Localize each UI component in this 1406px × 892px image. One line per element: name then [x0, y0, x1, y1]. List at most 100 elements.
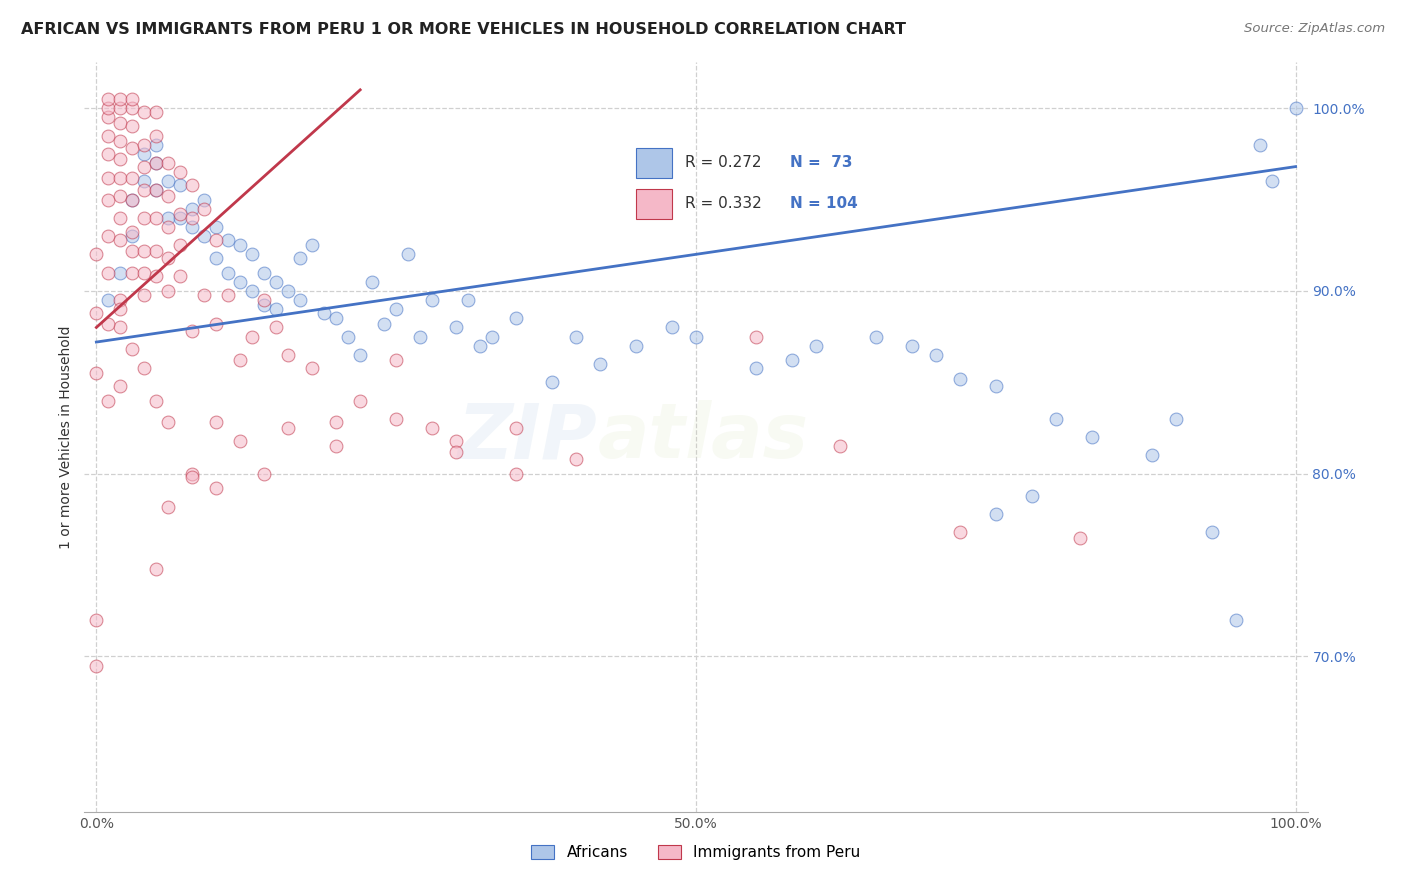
Point — [97, 110, 120, 124]
Point — [134, 360, 156, 375]
Point — [565, 452, 588, 467]
Point — [121, 266, 143, 280]
Point — [121, 193, 143, 207]
Point — [134, 287, 156, 301]
Point — [169, 211, 191, 225]
Point — [110, 293, 132, 307]
Point — [301, 238, 323, 252]
Point — [205, 481, 228, 495]
Point — [110, 379, 132, 393]
Point — [110, 320, 132, 334]
Point — [181, 467, 204, 481]
Point — [661, 320, 683, 334]
Point — [86, 366, 108, 380]
Point — [205, 233, 228, 247]
Point — [925, 348, 948, 362]
Point — [217, 287, 239, 301]
Point — [97, 266, 120, 280]
Point — [169, 207, 191, 221]
Point — [205, 416, 228, 430]
Point — [385, 353, 408, 368]
Point — [110, 101, 132, 115]
Point — [229, 353, 252, 368]
Point — [205, 251, 228, 265]
Point — [157, 211, 180, 225]
Point — [145, 269, 167, 284]
Point — [349, 348, 371, 362]
Point — [1069, 531, 1091, 545]
Point — [145, 128, 167, 143]
Point — [505, 467, 527, 481]
Point — [157, 500, 180, 514]
Point — [444, 444, 467, 458]
Point — [169, 238, 191, 252]
Point — [157, 174, 180, 188]
Text: R = 0.272: R = 0.272 — [686, 155, 762, 170]
Point — [110, 92, 132, 106]
Point — [181, 219, 204, 234]
Point — [373, 317, 395, 331]
Point — [157, 219, 180, 234]
Point — [565, 329, 588, 343]
Point — [780, 353, 803, 368]
Point — [745, 329, 768, 343]
Point — [264, 320, 287, 334]
Point — [97, 170, 120, 185]
Point — [97, 193, 120, 207]
Point — [420, 293, 443, 307]
Point — [121, 141, 143, 155]
Point — [1201, 525, 1223, 540]
Point — [444, 320, 467, 334]
Point — [1249, 137, 1271, 152]
Point — [145, 104, 167, 119]
Point — [481, 329, 503, 343]
Legend: Africans, Immigrants from Peru: Africans, Immigrants from Peru — [531, 846, 860, 860]
Point — [253, 467, 276, 481]
Point — [145, 244, 167, 258]
Text: N =  73: N = 73 — [790, 155, 852, 170]
Bar — [636, 189, 672, 219]
Point — [984, 379, 1007, 393]
Text: Source: ZipAtlas.com: Source: ZipAtlas.com — [1244, 22, 1385, 36]
Bar — [636, 148, 672, 178]
Point — [240, 284, 263, 298]
Point — [97, 128, 120, 143]
Point — [145, 137, 167, 152]
Text: atlas: atlas — [598, 401, 810, 474]
Point — [277, 348, 299, 362]
Point — [745, 360, 768, 375]
Point — [385, 412, 408, 426]
Point — [97, 229, 120, 244]
Point — [97, 293, 120, 307]
Point — [121, 92, 143, 106]
Point — [169, 178, 191, 192]
Point — [290, 293, 312, 307]
Point — [229, 238, 252, 252]
Text: R = 0.332: R = 0.332 — [686, 196, 762, 211]
Point — [121, 193, 143, 207]
Point — [157, 284, 180, 298]
Point — [420, 421, 443, 435]
Point — [157, 251, 180, 265]
Point — [253, 298, 276, 312]
Point — [217, 233, 239, 247]
Point — [181, 202, 204, 216]
Point — [409, 329, 432, 343]
Point — [325, 311, 347, 326]
Point — [325, 439, 347, 453]
Point — [121, 226, 143, 240]
Point — [229, 275, 252, 289]
Point — [1021, 489, 1043, 503]
Point — [134, 137, 156, 152]
Text: N = 104: N = 104 — [790, 196, 858, 211]
Point — [181, 324, 204, 338]
Point — [134, 266, 156, 280]
Point — [349, 393, 371, 408]
Point — [984, 507, 1007, 521]
Point — [145, 183, 167, 197]
Point — [157, 189, 180, 203]
Point — [949, 371, 972, 385]
Point — [589, 357, 612, 371]
Point — [145, 183, 167, 197]
Point — [901, 339, 924, 353]
